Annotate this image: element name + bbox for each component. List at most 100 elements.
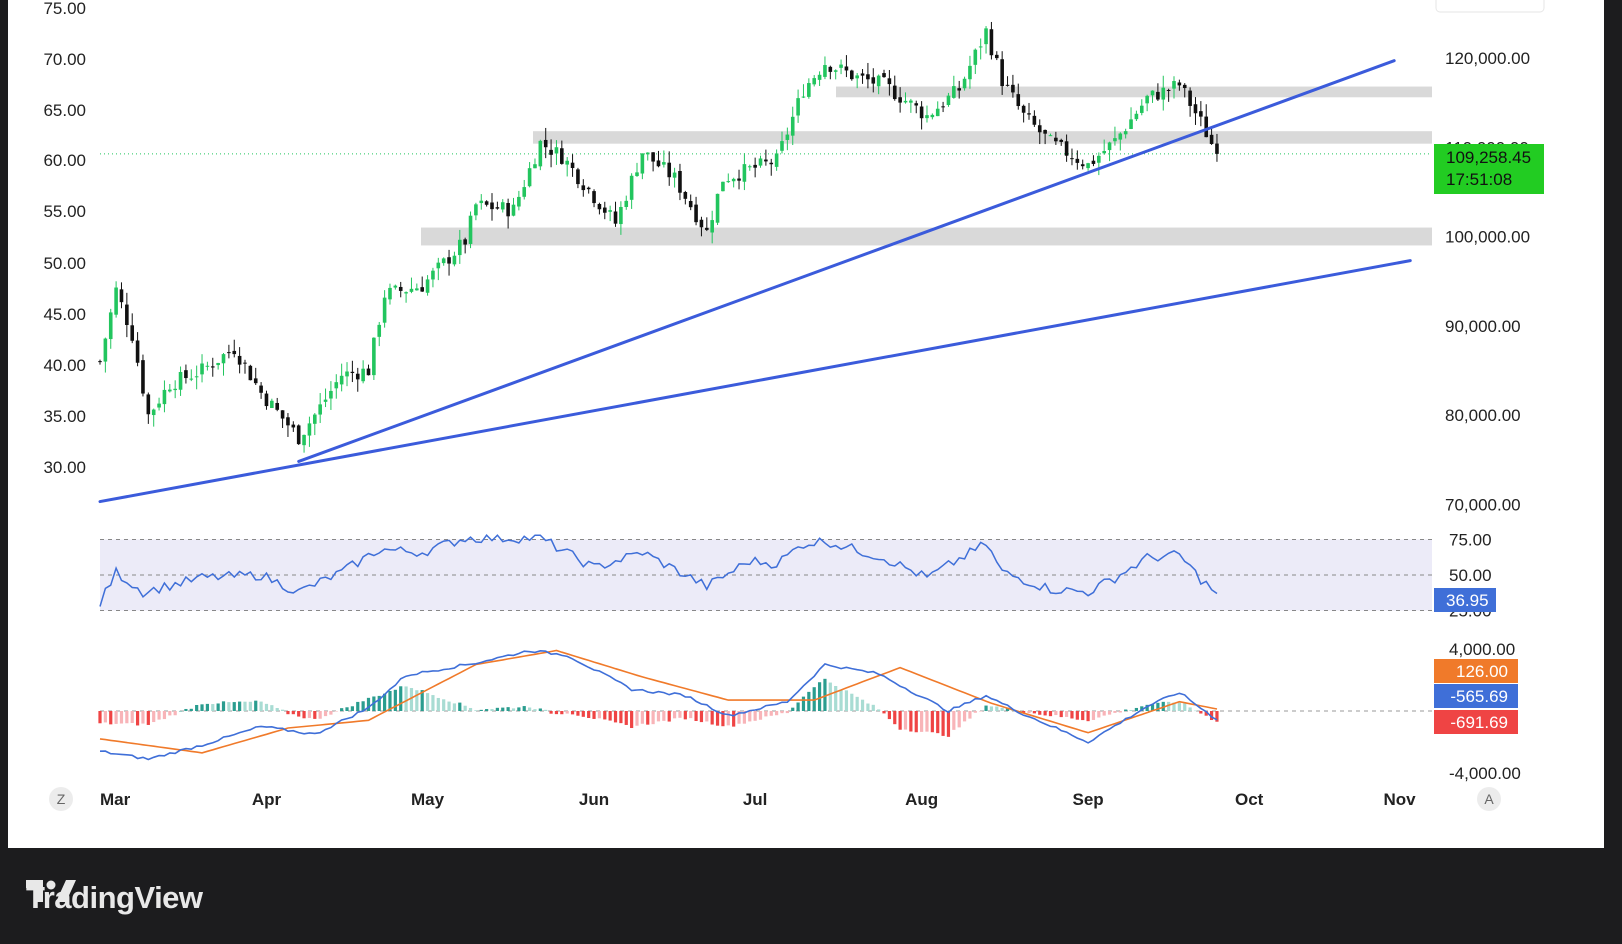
candle-body bbox=[758, 158, 763, 166]
macd-histogram-bar bbox=[1038, 711, 1042, 715]
macd-histogram-bar bbox=[511, 708, 516, 711]
candle-body bbox=[157, 403, 161, 408]
macd-histogram-bar bbox=[334, 711, 338, 712]
macd-histogram-bar bbox=[710, 711, 714, 725]
macd-histogram-bar bbox=[646, 711, 650, 725]
auto-scale-button-bg[interactable] bbox=[1477, 787, 1501, 811]
macd-histogram-bar bbox=[1172, 702, 1176, 711]
macd-histogram-bar bbox=[517, 707, 521, 711]
macd-histogram-bar bbox=[613, 711, 618, 723]
candle-body bbox=[307, 423, 312, 436]
macd-histogram-bar bbox=[844, 690, 849, 711]
macd-histogram-bar bbox=[785, 711, 789, 714]
macd-histogram-bar bbox=[254, 700, 258, 711]
candle-body bbox=[237, 355, 242, 365]
candle-body bbox=[560, 148, 564, 164]
candle-body bbox=[1075, 158, 1080, 163]
macd-histogram-bar bbox=[544, 709, 548, 711]
macd-histogram-bar bbox=[576, 711, 580, 716]
candle-body bbox=[1011, 84, 1015, 93]
candle-body bbox=[807, 83, 811, 97]
macd-histogram-bar bbox=[205, 703, 209, 711]
candle-body bbox=[1102, 150, 1106, 154]
macd-histogram-bar bbox=[769, 711, 773, 716]
macd-histogram-bar bbox=[737, 711, 741, 724]
candle-body bbox=[119, 289, 124, 303]
candle-body bbox=[737, 178, 741, 181]
candle-body bbox=[1070, 158, 1074, 160]
macd-histogram-bar bbox=[522, 706, 526, 711]
candle-body bbox=[1177, 82, 1182, 86]
candle-body bbox=[909, 100, 913, 103]
macd-histogram-bar bbox=[168, 711, 172, 716]
macd-histogram-bar bbox=[560, 711, 564, 715]
chart-svg[interactable]: 75.00 70.00 65.00 60.00 55.00 50.00 45.00 40.00… bbox=[8, 0, 1604, 848]
trendline[interactable] bbox=[297, 59, 1396, 463]
brand[interactable]: TradingView bbox=[26, 876, 203, 920]
macd-histogram-bar bbox=[157, 711, 161, 720]
macd-histogram-bar bbox=[656, 711, 661, 722]
candle-body bbox=[227, 352, 231, 354]
candle-body bbox=[1188, 90, 1192, 106]
macd-histogram-bar bbox=[1075, 711, 1079, 720]
macd-histogram-bar bbox=[1177, 702, 1181, 711]
macd-histogram-bar bbox=[1134, 707, 1139, 711]
macd-histogram-bar bbox=[801, 696, 806, 711]
candle-body bbox=[323, 399, 328, 402]
candle-body bbox=[205, 365, 210, 367]
candle-body bbox=[549, 149, 553, 155]
zone-band bbox=[836, 86, 1432, 98]
candle-body bbox=[189, 378, 194, 380]
macd-histogram-bar bbox=[914, 711, 918, 733]
macd-histogram-bar bbox=[490, 709, 494, 711]
candle-body bbox=[1032, 115, 1037, 125]
macd-histogram-bar bbox=[280, 709, 285, 711]
macd-histogram-bar bbox=[238, 701, 242, 711]
macd-histogram-bar bbox=[286, 711, 290, 715]
candle-body bbox=[1166, 89, 1171, 91]
macd-histogram-bar bbox=[758, 711, 763, 720]
macd-histogram-bar bbox=[920, 711, 924, 732]
chart-area[interactable]: 75.00 70.00 65.00 60.00 55.00 50.00 45.00 40.00… bbox=[8, 0, 1604, 848]
auto-scale-button[interactable]: A bbox=[1477, 787, 1501, 811]
candle-body bbox=[436, 262, 441, 269]
candle-body bbox=[957, 88, 961, 91]
candle-body bbox=[823, 65, 827, 77]
candle-body bbox=[978, 46, 983, 48]
macd-histogram-bar bbox=[705, 711, 709, 722]
candle-body bbox=[1043, 129, 1047, 134]
macd-histogram-bar bbox=[608, 711, 612, 721]
candle-body bbox=[146, 394, 151, 415]
macd-histogram-bar bbox=[742, 711, 746, 724]
macd-histogram-bar bbox=[957, 711, 961, 728]
candle-body bbox=[296, 425, 301, 445]
candle-body bbox=[602, 207, 607, 213]
candle-body bbox=[1016, 94, 1021, 107]
candle-body bbox=[919, 106, 924, 119]
candle-body bbox=[280, 410, 285, 419]
macd-histogram bbox=[98, 678, 1219, 737]
candle-body bbox=[103, 338, 108, 362]
macd-histogram-bar bbox=[984, 705, 988, 711]
candle-body bbox=[764, 159, 768, 162]
trendline[interactable] bbox=[98, 259, 1412, 504]
candle-body bbox=[184, 370, 188, 379]
candle-body bbox=[672, 172, 677, 178]
macd-histogram-bar bbox=[506, 707, 510, 711]
macd-histogram-bar bbox=[624, 711, 628, 725]
macd-histogram-bar bbox=[689, 711, 693, 719]
candle-body bbox=[506, 203, 510, 217]
candle-body bbox=[474, 204, 478, 216]
price-badge-value: 109,258.45 bbox=[1446, 148, 1531, 167]
top-right-widget[interactable] bbox=[1435, 0, 1545, 13]
candle-body bbox=[968, 65, 972, 80]
timezone-button-bg[interactable] bbox=[49, 787, 73, 811]
candle-body bbox=[490, 202, 494, 210]
candle-body bbox=[398, 286, 403, 291]
macd-histogram-bar bbox=[1022, 711, 1026, 714]
timezone-button[interactable]: Z bbox=[49, 787, 73, 811]
macd-histogram-bar bbox=[528, 707, 532, 711]
candle-body bbox=[780, 141, 784, 151]
macd-histogram-bar bbox=[839, 689, 843, 711]
candle-body bbox=[517, 196, 521, 207]
